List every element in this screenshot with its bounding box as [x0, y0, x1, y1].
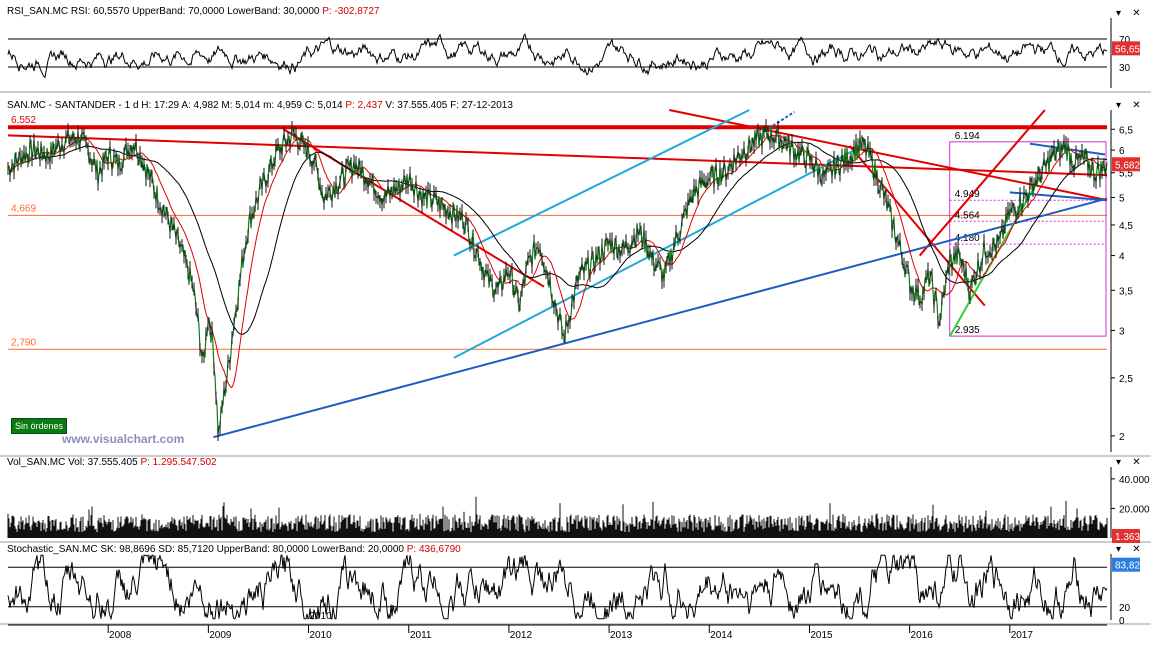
x-label-5: 2013	[610, 630, 633, 641]
rsi-lower-band: LowerBand: 30,0000	[227, 6, 320, 17]
price-y-label-6: 3,5	[1119, 286, 1133, 297]
price-y-label-4: 4,5	[1119, 221, 1133, 232]
x-label-2: 2010	[309, 630, 332, 641]
price-y-label-5: 4	[1119, 252, 1125, 263]
stochastic-name: Stochastic_SAN.MC	[7, 544, 98, 555]
price-candles	[7, 119, 1107, 441]
level-label-2: 2,790	[11, 337, 36, 348]
rsi-last-value: 56,65	[1115, 44, 1140, 55]
price-last-value: 5,682	[1115, 160, 1140, 171]
stochastic-last-tag	[1112, 557, 1140, 572]
fib-label-3: 4.180	[955, 233, 980, 244]
rsi-value: RSI: 60,5570	[70, 6, 130, 17]
price-close-icon[interactable]: ✕	[1132, 100, 1141, 111]
volume-value: Vol: 37.555.405	[68, 457, 138, 468]
rsi-close-icon[interactable]: ✕	[1132, 8, 1141, 19]
watermark: www.visualchart.com	[62, 432, 185, 446]
x-label-3: 2011	[410, 630, 432, 641]
x-label-9: 2017	[1011, 630, 1034, 641]
price-minimize-icon[interactable]: ▾	[1115, 100, 1122, 111]
price-v: V: 37.555.405	[385, 100, 448, 111]
stochastic-p: P: 436,6790	[406, 544, 461, 555]
price-mi: m: 4,959	[263, 100, 302, 111]
price-y-label-9: 2	[1119, 432, 1125, 443]
channel-upper	[453, 109, 750, 257]
stochastic-tick-0: 20	[1119, 603, 1131, 614]
trendline-red-2015	[848, 145, 986, 307]
rsi-p: P: -302,8727	[322, 6, 380, 17]
channel-extension	[763, 111, 795, 133]
stochastic-lower-band: LowerBand: 20,0000	[311, 544, 404, 555]
price-y-label-0: 6,5	[1119, 125, 1133, 136]
moving-average-slow	[7, 141, 1107, 335]
rsi-line	[7, 33, 1108, 79]
price-y-label-7: 3	[1119, 326, 1125, 337]
trendline-red-upper	[7, 134, 1108, 177]
price-y-label-2: 5,5	[1119, 169, 1133, 180]
stochastic-panel	[8, 554, 1107, 620]
rsi-tick-1: 30	[1119, 63, 1131, 74]
stochastic-tick-1: 0	[1119, 616, 1125, 627]
volume-name: Vol_SAN.MC	[7, 457, 66, 468]
rsi-panel	[8, 18, 1107, 88]
x-label-0: 2008	[109, 630, 132, 641]
volume-header: Vol_SAN.MC Vol: 37.555.405 P: 1.295.547.…	[7, 457, 217, 468]
fib-label-0: 6.194	[955, 131, 980, 142]
rsi-header: RSI_SAN.MC RSI: 60,5570 UpperBand: 70,00…	[7, 6, 379, 17]
channel-lower	[453, 149, 856, 359]
volume-last-tag	[1112, 528, 1140, 543]
fib-box	[949, 141, 1107, 337]
level-label-0: 6,552	[11, 115, 36, 126]
fib-label-1: 4.949	[955, 189, 980, 200]
stochastic-sd: SD: 85,7120	[158, 544, 214, 555]
rsi-tick-0: 70	[1119, 35, 1131, 46]
fib-label-4: 2.935	[955, 325, 980, 336]
price-name: SAN.MC - SANTANDER - 1 d	[7, 100, 139, 111]
price-h: H: 17:29	[141, 100, 180, 111]
rsi-name: RSI_SAN.MC	[7, 6, 69, 17]
cursor-year-label: 2010	[309, 611, 332, 622]
stochastic-sk: SK: 98,8696	[100, 544, 156, 555]
price-header: SAN.MC - SANTANDER - 1 d H: 17:29 A: 4,9…	[7, 100, 513, 111]
price-p: P: 2,437	[345, 100, 383, 111]
stochastic-header: Stochastic_SAN.MC SK: 98,8696 SD: 85,712…	[7, 544, 461, 555]
orders-status-badge[interactable]: Sin órdenes	[11, 418, 68, 434]
volume-minimize-icon[interactable]: ▾	[1115, 457, 1122, 468]
x-label-4: 2012	[510, 630, 533, 641]
volume-p: P: 1.295.547.502	[140, 457, 217, 468]
trendline-red-2016	[918, 109, 1046, 257]
volume-bars	[7, 496, 1108, 538]
x-label-8: 2016	[911, 630, 934, 641]
stochastic-close-icon[interactable]: ✕	[1132, 544, 1141, 555]
trendline-blue-support	[213, 197, 1108, 439]
level-label-1: 4,669	[11, 203, 36, 214]
rsi-minimize-icon[interactable]: ▾	[1115, 8, 1122, 19]
stochastic-line	[7, 553, 1108, 621]
price-y-label-1: 6	[1119, 146, 1125, 157]
x-label-7: 2015	[810, 630, 833, 641]
rsi-upper-band: UpperBand: 70,0000	[132, 6, 225, 17]
volume-y-label-1: 20.000	[1119, 504, 1150, 515]
stochastic-upper-band: UpperBand: 80,0000	[216, 544, 309, 555]
volume-y-label-0: 40.000	[1119, 475, 1150, 486]
price-y-label-8: 2,5	[1119, 374, 1133, 385]
price-f: F: 27-12-2013	[450, 100, 513, 111]
price-c: C: 5,014	[304, 100, 343, 111]
stochastic-minimize-icon[interactable]: ▾	[1115, 544, 1122, 555]
price-m: M: 5,014	[221, 100, 261, 111]
x-label-6: 2014	[710, 630, 733, 641]
price-y-label-3: 5	[1119, 194, 1125, 205]
x-label-1: 2009	[209, 630, 232, 641]
rsi-last-tag	[1112, 41, 1140, 56]
fib-label-2: 4.564	[955, 210, 980, 221]
price-last-tag	[1112, 157, 1140, 172]
stochastic-last-value: 83,82	[1115, 561, 1140, 572]
price-a: A: 4,982	[181, 100, 219, 111]
volume-last-value: 1.363	[1115, 532, 1140, 543]
volume-close-icon[interactable]: ✕	[1132, 457, 1141, 468]
